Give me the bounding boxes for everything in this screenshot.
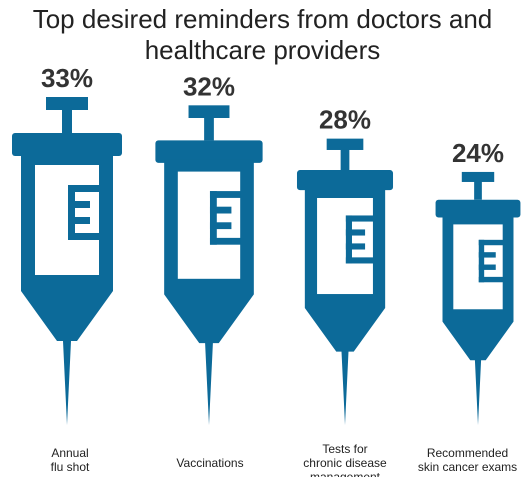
plunger-rod xyxy=(62,109,72,133)
plunger-cap xyxy=(46,97,88,110)
graduation-mark xyxy=(345,215,374,222)
graduation-mark xyxy=(209,222,232,230)
chart-title-line-2: healthcare providers xyxy=(144,35,381,65)
graduation-spine xyxy=(68,185,75,240)
graduation-mark xyxy=(478,252,496,258)
category-label-clip-4: Recommended skin cancer exams xyxy=(410,446,525,477)
category-label-1: Annual flu shot xyxy=(50,446,90,474)
graduation-mark xyxy=(345,257,374,264)
plunger-cap xyxy=(188,105,230,118)
graduation-mark xyxy=(68,217,90,224)
category-label-2: Vaccinations xyxy=(176,456,244,470)
flange xyxy=(12,133,122,156)
plunger-rod xyxy=(204,117,214,141)
category-label-3: Tests for chronic disease management xyxy=(303,442,387,477)
value-label-2: 32% xyxy=(183,71,235,101)
flange xyxy=(155,140,263,163)
value-label-3: 28% xyxy=(319,105,371,135)
flange xyxy=(296,170,394,191)
graduation-spine xyxy=(345,215,352,264)
plunger-cap xyxy=(326,138,364,150)
syringe-bar-3: 28% xyxy=(296,105,394,425)
graduation-spine xyxy=(478,239,485,283)
plunger-cap xyxy=(461,171,495,182)
graduation-mark xyxy=(478,276,504,283)
graduation-mark xyxy=(209,206,232,214)
plunger-rod xyxy=(340,149,350,171)
graduation-mark xyxy=(209,237,242,245)
flange xyxy=(435,199,521,218)
graduation-mark xyxy=(478,239,504,246)
graduation-mark xyxy=(68,201,90,208)
chart-title-line-1: Top desired reminders from doctors and xyxy=(32,4,493,34)
category-label-clip-1: Annual flu shot xyxy=(30,446,110,477)
graduation-mark xyxy=(345,243,366,250)
graduation-mark xyxy=(209,191,242,198)
value-label-1: 33% xyxy=(41,63,93,93)
graduation-mark xyxy=(345,229,366,236)
chart-title: Top desired reminders from doctors and h… xyxy=(0,4,525,66)
category-label-4: Recommended skin cancer exams xyxy=(417,446,518,474)
syringe-bar-1: 33% xyxy=(12,63,122,425)
graduation-mark xyxy=(478,264,496,270)
category-label-clip-2: Vaccinations xyxy=(160,456,260,477)
value-label-4: 24% xyxy=(452,138,504,168)
category-label-clip-3: Tests for chronic disease management xyxy=(284,442,406,477)
plunger-rod xyxy=(474,181,482,200)
graduation-spine xyxy=(209,191,217,245)
graduation-mark xyxy=(68,185,100,192)
syringe-bar-4: 24% xyxy=(435,138,521,425)
graduation-mark xyxy=(68,233,100,240)
syringe-bar-2: 32% xyxy=(155,71,263,426)
